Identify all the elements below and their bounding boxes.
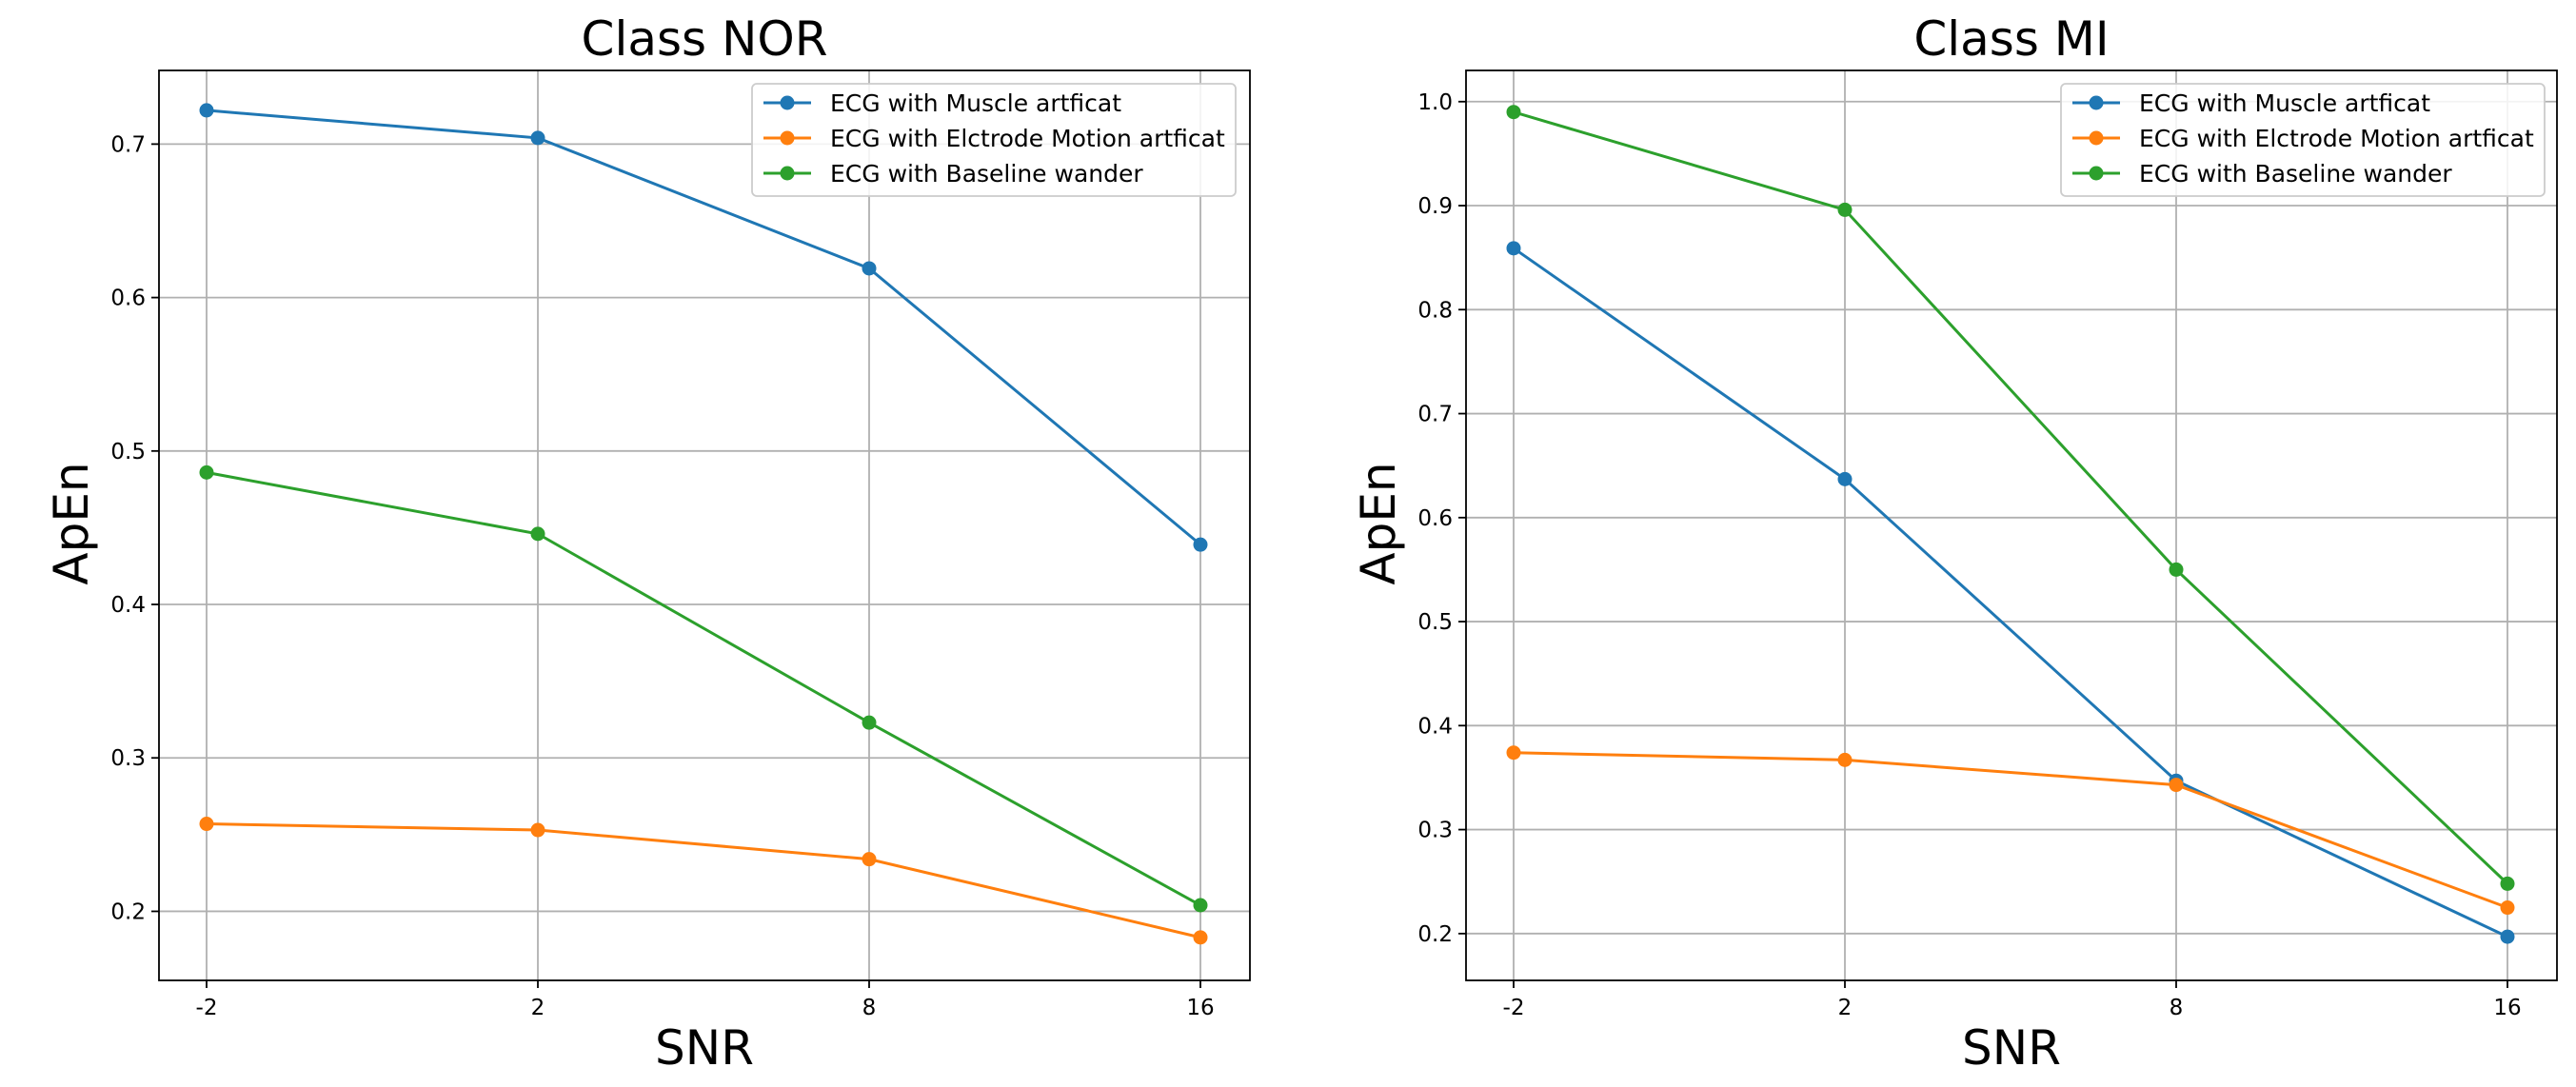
plot-area: 0.2 0.3 0.4 0.5 0.6 0.7 -2 2 8 16 ECG with Muscle … [110,69,1251,1020]
data-point [1193,537,1208,552]
axes-frame [158,69,1251,981]
data-point [530,130,545,146]
data-point [2169,778,2184,793]
series-line [206,822,1201,939]
legend-label: ECG with Baseline wander [2139,160,2452,188]
data-point [1506,241,1521,256]
legend-frame [2060,83,2546,197]
x-tick-label: 16 [1186,996,1214,1020]
chart-panel-mi: Class MI ApEn SNR 0.20.30.40.50.60.70.80… [1351,11,2558,1076]
x-tick-label: 16 [2493,996,2521,1020]
y-tick-label: 0.6 [1417,506,1453,531]
data-point [1506,745,1521,761]
y-tick-label: 0.4 [110,593,146,618]
x-tick-label: 8 [862,996,877,1020]
data-point [2500,900,2515,916]
legend-swatch-marker [2089,130,2104,146]
legend-swatch-marker [2089,166,2104,181]
legend: ECG with Muscle artficat ECG with Elctrod… [2060,83,2546,197]
legend-swatch-marker [780,95,795,110]
data-point [1837,471,1853,486]
legend-swatch-marker [2089,95,2104,110]
series-line [206,109,1201,546]
data-point [1837,752,1853,767]
y-tick-label: 0.7 [1417,403,1453,427]
chart-title: Class MI [1913,11,2109,67]
y-tick-label: 0.8 [1417,298,1453,323]
legend-label: ECG with Muscle artficat [830,89,1121,117]
axes-frame [1465,69,2558,981]
y-axis-label: ApEn [44,462,99,584]
legend-label: ECG with Elctrode Motion artficat [2139,125,2534,152]
y-tick-label: 0.5 [110,440,146,464]
series-line [1513,110,2509,885]
y-tick-label: 0.3 [1417,819,1453,843]
legend-swatch-marker [780,166,795,181]
series-line [1513,247,2508,939]
data-point [2500,929,2515,944]
data-point [862,852,877,867]
data-point [1837,202,1853,217]
data-point [199,103,214,118]
data-point [199,464,214,480]
data-point [530,526,545,542]
data-point [530,822,545,838]
y-tick-label: 0.9 [1417,194,1453,219]
data-point [862,715,877,730]
x-axis-label: SNR [655,1020,754,1076]
data-point [862,261,877,276]
data-point [1506,105,1521,120]
legend-frame [751,83,1237,197]
x-tick-label: 8 [2170,996,2184,1020]
x-axis-label: SNR [1962,1020,2061,1076]
legend-label: ECG with Muscle artficat [2139,89,2430,117]
plot-area: 0.2 0.3 0.4 0.5 0.6 0.7 0.8 0.9 1.0 -2 2 8 16 ECG wit… [1417,69,2558,1020]
y-tick-label: 1.0 [1417,90,1453,115]
y-tick-label: 0.7 [110,132,146,157]
data-point [2500,876,2515,891]
data-point [2169,562,2184,577]
y-tick-label: 0.6 [110,287,146,311]
y-tick-label: 0.2 [110,899,146,924]
data-point [199,817,214,832]
series-line [206,470,1201,907]
legend-label: ECG with Baseline wander [830,160,1143,188]
chart-title: Class NOR [582,11,828,67]
legend-label: ECG with Elctrode Motion artficat [830,125,1225,152]
x-tick-label: -2 [196,996,218,1020]
y-axis-label: ApEn [1351,462,1406,584]
y-tick-label: 0.2 [1417,922,1453,947]
y-tick-label: 0.5 [1417,610,1453,635]
x-tick-label: -2 [1503,996,1525,1020]
y-tick-label: 0.3 [110,746,146,771]
x-tick-label: 2 [1838,996,1853,1020]
legend: ECG with Muscle artficat ECG with Elctrod… [751,83,1237,197]
chart-panel-nor: Class NOR ApEn SNR 0.2 0.3 0.4 0.5 0.6 0.7 -2 2… [44,11,1251,1076]
y-tick-label: 0.4 [1417,714,1453,739]
x-tick-label: 2 [531,996,545,1020]
data-point [1193,930,1208,945]
series-line [1513,751,2508,909]
legend-swatch-marker [780,130,795,146]
data-point [1193,898,1208,913]
